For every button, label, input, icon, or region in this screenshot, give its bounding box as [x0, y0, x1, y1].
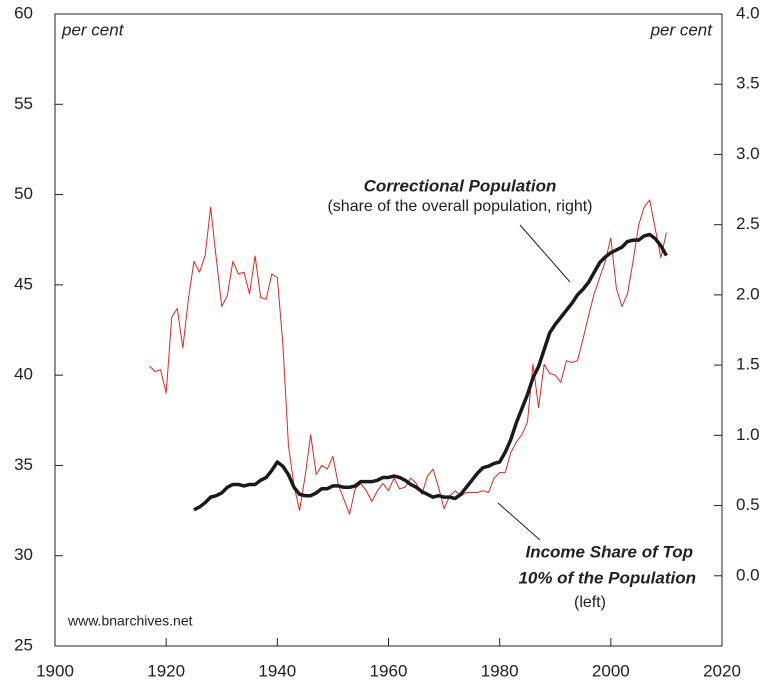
y2-tick-label: 3.0	[736, 144, 760, 163]
y-tick-label: 35	[14, 455, 33, 474]
y-tick-label: 45	[14, 274, 33, 293]
right-unit: per cent	[650, 20, 714, 39]
x-tick-label: 2020	[703, 661, 741, 680]
y-tick-label: 40	[14, 365, 33, 384]
series-line	[193, 232, 668, 512]
annotation-sub: (share of the overall population, right)	[327, 198, 592, 215]
y-tick-label: 25	[14, 635, 33, 654]
y2-tick-label: 3.5	[736, 74, 760, 93]
leader-line	[497, 502, 541, 541]
y-tick-label: 55	[14, 94, 33, 113]
y2-tick-label: 1.0	[736, 425, 760, 444]
y2-tick-label: 1.5	[736, 355, 760, 374]
x-tick-label: 1900	[36, 661, 74, 680]
y2-tick-label: 4.0	[736, 3, 760, 22]
y2-tick-label: 0.5	[736, 495, 760, 514]
x-tick-label: 1940	[258, 661, 296, 680]
leader-line	[519, 224, 571, 283]
series-line	[149, 199, 667, 515]
annotation-title: Correctional Population	[364, 176, 557, 195]
y2-tick-label: 2.5	[736, 214, 760, 233]
x-tick-label: 1980	[481, 661, 519, 680]
annotation-title: 10% of the Population	[518, 568, 696, 587]
y2-tick-label: 2.0	[736, 284, 760, 303]
left-unit: per cent	[61, 20, 125, 39]
x-tick-label: 1920	[147, 661, 185, 680]
y-tick-label: 30	[14, 545, 33, 564]
y2-tick-label: 0.0	[736, 565, 760, 584]
annotation-title: Income Share of Top	[525, 542, 693, 561]
x-tick-label: 2000	[592, 661, 630, 680]
y-tick-label: 50	[14, 184, 33, 203]
x-tick-label: 1960	[370, 661, 408, 680]
y-tick-label: 60	[14, 3, 33, 22]
annotation-sub: (left)	[574, 594, 606, 611]
source: www.bnarchives.net	[67, 613, 193, 629]
